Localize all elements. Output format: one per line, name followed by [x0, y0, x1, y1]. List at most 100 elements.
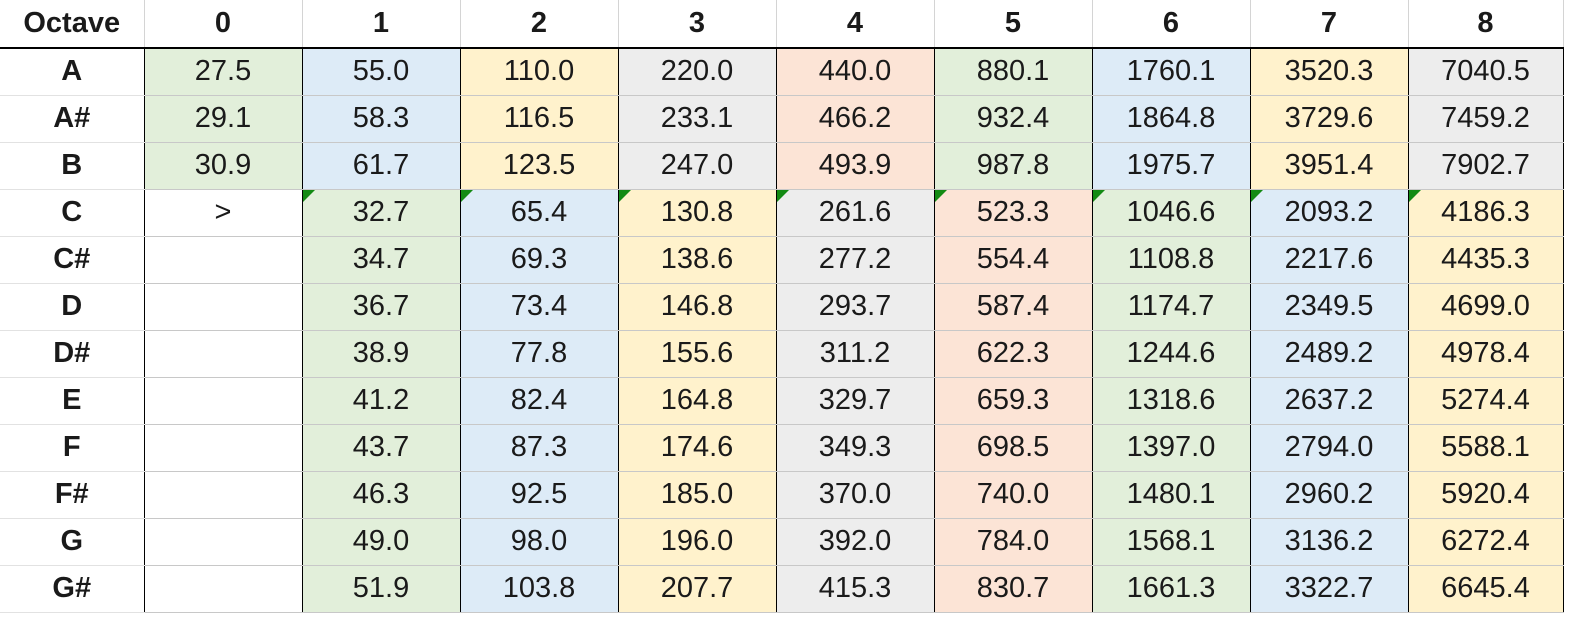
frequency-cell[interactable]: 311.2 [776, 330, 935, 378]
note-label[interactable]: G# [0, 565, 145, 613]
frequency-cell[interactable]: 2637.2 [1250, 377, 1409, 425]
frequency-cell[interactable]: 196.0 [618, 518, 777, 566]
frequency-cell[interactable]: 130.8 [618, 189, 777, 237]
frequency-cell[interactable]: 98.0 [460, 518, 619, 566]
note-label[interactable]: E [0, 377, 145, 425]
frequency-cell[interactable]: 27.5 [144, 48, 303, 96]
note-label[interactable]: D# [0, 330, 145, 378]
frequency-cell[interactable]: 51.9 [302, 565, 461, 613]
octave-column-header[interactable]: 7 [1250, 0, 1409, 49]
frequency-cell[interactable]: 138.6 [618, 236, 777, 284]
frequency-cell[interactable]: 370.0 [776, 471, 935, 519]
frequency-cell[interactable]: 41.2 [302, 377, 461, 425]
frequency-cell[interactable]: 493.9 [776, 142, 935, 190]
frequency-cell[interactable]: 1661.3 [1092, 565, 1251, 613]
note-label[interactable]: G [0, 518, 145, 566]
frequency-cell[interactable]: 207.7 [618, 565, 777, 613]
frequency-cell[interactable]: 293.7 [776, 283, 935, 331]
frequency-cell[interactable]: 622.3 [934, 330, 1093, 378]
note-label[interactable]: D [0, 283, 145, 331]
frequency-cell[interactable]: 4978.4 [1408, 330, 1564, 378]
frequency-cell[interactable]: 164.8 [618, 377, 777, 425]
frequency-cell[interactable]: 30.9 [144, 142, 303, 190]
octave-column-header[interactable]: 5 [934, 0, 1093, 49]
frequency-cell[interactable]: 220.0 [618, 48, 777, 96]
frequency-cell[interactable] [144, 283, 303, 331]
frequency-cell[interactable]: 6272.4 [1408, 518, 1564, 566]
frequency-cell[interactable]: 1318.6 [1092, 377, 1251, 425]
frequency-cell[interactable]: 1480.1 [1092, 471, 1251, 519]
octave-header-label[interactable]: Octave [0, 0, 145, 49]
frequency-cell[interactable]: 1760.1 [1092, 48, 1251, 96]
frequency-cell[interactable]: 261.6 [776, 189, 935, 237]
frequency-cell[interactable]: 36.7 [302, 283, 461, 331]
frequency-cell[interactable]: 46.3 [302, 471, 461, 519]
frequency-cell[interactable]: 5274.4 [1408, 377, 1564, 425]
octave-column-header[interactable]: 8 [1408, 0, 1564, 49]
frequency-cell[interactable] [144, 471, 303, 519]
frequency-cell[interactable]: 155.6 [618, 330, 777, 378]
frequency-cell[interactable]: 554.4 [934, 236, 1093, 284]
frequency-cell[interactable]: 1108.8 [1092, 236, 1251, 284]
frequency-cell[interactable]: 174.6 [618, 424, 777, 472]
frequency-cell[interactable] [144, 518, 303, 566]
frequency-cell[interactable]: 123.5 [460, 142, 619, 190]
frequency-cell[interactable]: 3322.7 [1250, 565, 1409, 613]
octave-column-header[interactable]: 6 [1092, 0, 1251, 49]
frequency-cell[interactable]: 2093.2 [1250, 189, 1409, 237]
octave-column-header[interactable]: 0 [144, 0, 303, 49]
frequency-cell[interactable]: 77.8 [460, 330, 619, 378]
frequency-cell[interactable]: 6645.4 [1408, 565, 1564, 613]
frequency-cell[interactable]: 2960.2 [1250, 471, 1409, 519]
frequency-cell[interactable]: 32.7 [302, 189, 461, 237]
frequency-cell[interactable]: 932.4 [934, 95, 1093, 143]
frequency-cell[interactable]: 1397.0 [1092, 424, 1251, 472]
frequency-cell[interactable]: 1864.8 [1092, 95, 1251, 143]
frequency-cell[interactable]: 4186.3 [1408, 189, 1564, 237]
frequency-cell[interactable]: 29.1 [144, 95, 303, 143]
note-label[interactable]: C# [0, 236, 145, 284]
frequency-cell[interactable]: 103.8 [460, 565, 619, 613]
frequency-cell[interactable]: 4435.3 [1408, 236, 1564, 284]
frequency-cell[interactable]: 698.5 [934, 424, 1093, 472]
frequency-cell[interactable]: 1568.1 [1092, 518, 1251, 566]
frequency-cell[interactable] [144, 330, 303, 378]
frequency-cell[interactable]: 58.3 [302, 95, 461, 143]
frequency-cell[interactable]: 34.7 [302, 236, 461, 284]
frequency-cell[interactable]: 440.0 [776, 48, 935, 96]
frequency-cell[interactable]: 523.3 [934, 189, 1093, 237]
octave-column-header[interactable]: 3 [618, 0, 777, 49]
frequency-cell[interactable]: 1174.7 [1092, 283, 1251, 331]
frequency-cell[interactable]: > [144, 189, 303, 237]
frequency-cell[interactable]: 7902.7 [1408, 142, 1564, 190]
frequency-cell[interactable]: 7459.2 [1408, 95, 1564, 143]
frequency-cell[interactable]: 880.1 [934, 48, 1093, 96]
frequency-cell[interactable]: 1975.7 [1092, 142, 1251, 190]
frequency-cell[interactable]: 3520.3 [1250, 48, 1409, 96]
frequency-cell[interactable]: 587.4 [934, 283, 1093, 331]
frequency-cell[interactable]: 82.4 [460, 377, 619, 425]
frequency-cell[interactable] [144, 236, 303, 284]
frequency-cell[interactable]: 7040.5 [1408, 48, 1564, 96]
frequency-cell[interactable]: 65.4 [460, 189, 619, 237]
note-label[interactable]: B [0, 142, 145, 190]
frequency-cell[interactable]: 61.7 [302, 142, 461, 190]
frequency-cell[interactable]: 277.2 [776, 236, 935, 284]
frequency-cell[interactable]: 784.0 [934, 518, 1093, 566]
frequency-cell[interactable]: 69.3 [460, 236, 619, 284]
frequency-cell[interactable]: 247.0 [618, 142, 777, 190]
frequency-cell[interactable]: 92.5 [460, 471, 619, 519]
frequency-cell[interactable]: 659.3 [934, 377, 1093, 425]
frequency-cell[interactable]: 2349.5 [1250, 283, 1409, 331]
frequency-cell[interactable]: 830.7 [934, 565, 1093, 613]
note-label[interactable]: A [0, 48, 145, 96]
frequency-cell[interactable]: 3951.4 [1250, 142, 1409, 190]
frequency-cell[interactable]: 43.7 [302, 424, 461, 472]
frequency-cell[interactable]: 415.3 [776, 565, 935, 613]
frequency-cell[interactable]: 2489.2 [1250, 330, 1409, 378]
frequency-cell[interactable]: 55.0 [302, 48, 461, 96]
frequency-cell[interactable]: 987.8 [934, 142, 1093, 190]
frequency-cell[interactable]: 349.3 [776, 424, 935, 472]
frequency-cell[interactable]: 185.0 [618, 471, 777, 519]
frequency-cell[interactable]: 73.4 [460, 283, 619, 331]
